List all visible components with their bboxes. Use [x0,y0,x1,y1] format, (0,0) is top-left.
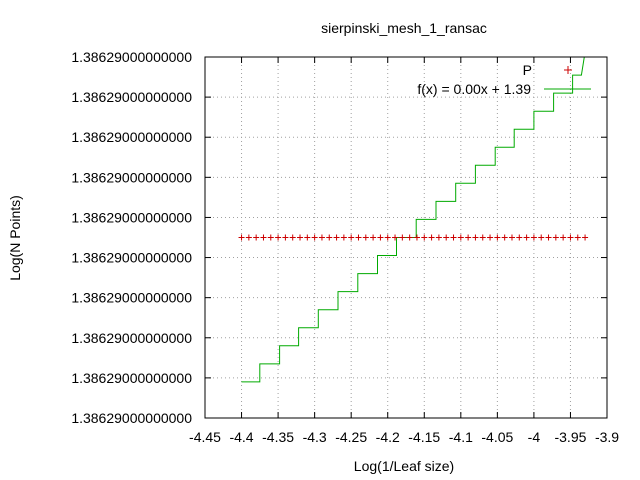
data-point [238,234,245,241]
x-axis-label: Log(1/Leaf size) [354,458,454,474]
data-point [297,234,304,241]
y-tick-label: 1.38629000000000 [71,209,192,225]
data-point [267,234,274,241]
x-tick-label: -3.9 [595,429,619,445]
data-point [560,234,567,241]
data-point [326,234,333,241]
data-point [245,234,252,241]
data-point [457,234,464,241]
data-point [421,234,428,241]
data-point [443,234,450,241]
data-point [508,234,515,241]
data-point [348,234,355,241]
data-point [435,234,442,241]
data-point [516,234,523,241]
y-axis: 1.38629000000000 1.38629000000000 1.386290… [71,49,607,426]
x-tick-label: -4.05 [481,429,513,445]
data-point [355,234,362,241]
data-point [333,234,340,241]
data-point [450,234,457,241]
x-tick-label: -4.2 [376,429,400,445]
y-tick-label: 1.38629000000000 [71,49,192,65]
data-point [377,234,384,241]
data-point [545,234,552,241]
data-point [406,234,413,241]
data-point [530,234,537,241]
data-point [311,234,318,241]
data-point [501,234,508,241]
plot-area [238,56,589,383]
data-point [413,234,420,241]
data-point [289,234,296,241]
data-point [428,234,435,241]
x-tick-label: -4.3 [303,429,327,445]
data-point [318,234,325,241]
legend-label-fit: f(x) = 0.00x + 1.39 [417,81,531,97]
x-tick-label: -4.4 [229,429,253,445]
x-tick-label: -4.25 [335,429,367,445]
data-point [465,234,472,241]
data-point [494,234,501,241]
plot-frame [204,56,608,419]
y-tick-label: 1.38629000000000 [71,89,192,105]
fit-line [241,56,585,383]
x-tick-label: -4.35 [262,429,294,445]
y-tick-label: 1.38629000000000 [71,290,192,306]
data-point [552,234,559,241]
data-point [275,234,282,241]
y-tick-label: 1.38629000000000 [71,169,192,185]
x-tick-label: -4.45 [189,429,221,445]
x-axis: -4.45 -4.4 -4.35 -4.3 -4.25 -4.2 -4.15 -4.1 -4.0… [189,57,619,445]
legend-marker-points [564,66,572,74]
data-point [472,234,479,241]
data-point [253,234,260,241]
data-point [260,234,267,241]
data-point [574,234,581,241]
x-tick-label: -3.95 [554,429,586,445]
x-tick-label: -4.1 [449,429,473,445]
data-point [362,234,369,241]
y-tick-label: 1.38629000000000 [71,370,192,386]
data-point [582,234,589,241]
y-tick-label: 1.38629000000000 [71,129,192,145]
data-point [384,234,391,241]
data-point [399,234,406,241]
data-point [479,234,486,241]
chart-title: sierpinski_mesh_1_ransac [321,20,487,36]
legend-label-points: P [523,62,532,78]
data-point [282,234,289,241]
data-point [523,234,530,241]
data-point [340,234,347,241]
data-point [304,234,311,241]
y-tick-label: 1.38629000000000 [71,250,192,266]
data-point [538,234,545,241]
y-axis-label: Log(N Points) [7,195,23,281]
data-point [370,234,377,241]
x-tick-label: -4.15 [408,429,440,445]
x-tick-label: -4 [528,429,541,445]
y-tick-label: 1.38629000000000 [71,410,192,426]
data-point [392,234,399,241]
legend: Pf(x) = 0.00x + 1.39 [417,62,591,97]
data-point [487,234,494,241]
data-point [567,234,574,241]
y-tick-label: 1.38629000000000 [71,330,192,346]
